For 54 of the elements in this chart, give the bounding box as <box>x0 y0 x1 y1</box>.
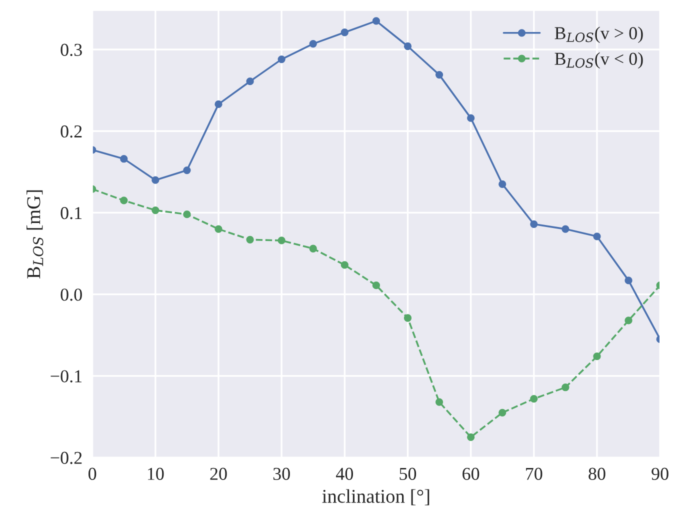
point <box>152 176 160 184</box>
point <box>152 206 160 214</box>
point <box>467 114 475 122</box>
point <box>404 42 412 50</box>
x-tick-label: 0 <box>88 468 96 480</box>
point <box>278 55 286 64</box>
x-tick-label: 30 <box>273 468 290 480</box>
point <box>372 17 380 25</box>
point <box>120 155 128 163</box>
x-tick-label: 80 <box>588 468 606 480</box>
x-tick-label: 60 <box>462 468 480 480</box>
point <box>624 316 632 324</box>
point <box>624 276 632 284</box>
x-tick-label: 40 <box>336 468 353 480</box>
x-tick-label: 90 <box>652 468 668 480</box>
point <box>278 236 286 244</box>
point <box>498 180 506 188</box>
x-tick-label: 20 <box>210 468 227 480</box>
x-axis-title: inclination [°] <box>322 489 430 506</box>
y-tick-label: 0.3 <box>60 44 82 56</box>
point <box>435 70 444 79</box>
point <box>593 352 601 360</box>
point <box>214 100 222 108</box>
point <box>120 196 128 204</box>
x-tick-label: 10 <box>148 468 164 480</box>
point <box>404 314 412 322</box>
point <box>309 40 317 48</box>
point <box>246 236 254 244</box>
point <box>593 232 601 240</box>
point <box>183 210 191 218</box>
point <box>183 166 191 174</box>
point <box>214 225 222 233</box>
point <box>340 261 348 269</box>
y-tick-label: 0.1 <box>60 206 82 220</box>
x-tick-label: 70 <box>526 468 542 480</box>
y-tick-label: −0.2 <box>50 452 82 464</box>
point <box>372 282 380 290</box>
y-tick-label: 0.0 <box>60 288 82 301</box>
legend-label: B$_{LOS}$(v < 0) <box>554 52 643 69</box>
y-tick-label: −0.1 <box>50 370 82 382</box>
point <box>246 78 254 86</box>
point <box>530 220 538 228</box>
point <box>498 408 506 416</box>
point <box>530 394 538 403</box>
x-tick-label: 50 <box>400 468 416 480</box>
y-axis-title: B$_{LOS}$ [mG] <box>26 190 44 278</box>
point <box>467 433 475 441</box>
point <box>309 244 317 252</box>
point <box>435 398 444 406</box>
legend-label: B$_{LOS}$(v > 0) <box>554 26 643 43</box>
point <box>340 28 348 36</box>
point <box>562 225 570 233</box>
y-tick-label: 0.2 <box>60 125 82 138</box>
point <box>562 384 570 392</box>
